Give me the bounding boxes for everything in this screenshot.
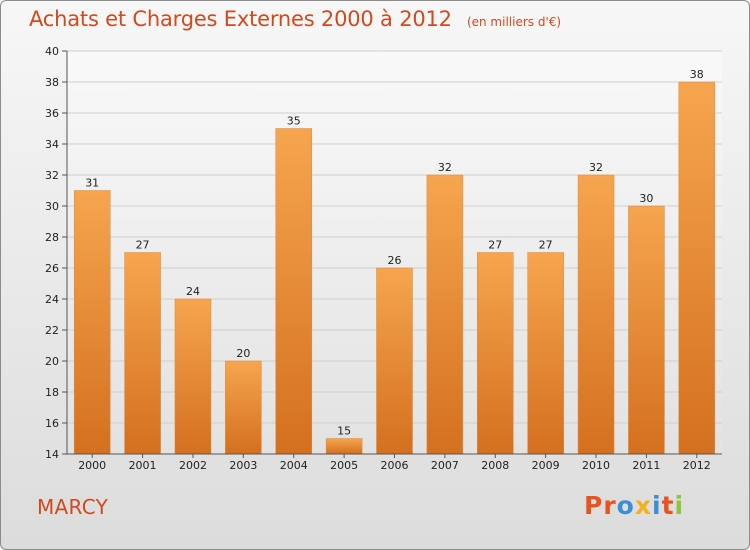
data-label: 15 xyxy=(337,425,351,438)
x-tick-label: 2000 xyxy=(78,459,106,472)
logo-letter: t xyxy=(661,491,675,520)
bar-2000 xyxy=(73,190,111,455)
x-tick-label: 2005 xyxy=(330,459,358,472)
data-label: 31 xyxy=(85,177,99,190)
y-tick-label: 26 xyxy=(45,262,59,275)
logo-letter: i xyxy=(652,491,662,520)
y-tick-label: 20 xyxy=(45,355,59,368)
x-tick-label: 2009 xyxy=(532,459,560,472)
x-tick-label: 2006 xyxy=(381,459,409,472)
data-labels: 31 27 24 20 35 15 26 32 27 27 32 30 38 xyxy=(85,68,704,438)
x-tick-label: 2010 xyxy=(582,459,610,472)
x-tick-label: 2004 xyxy=(280,459,308,472)
chart-title-block: Achats et Charges Externes 2000 à 2012 (… xyxy=(29,7,561,31)
bar-2005 xyxy=(325,438,363,455)
axes: 14 16 18 20 22 24 26 28 30 32 34 36 38 40 2000 2001 2002… xyxy=(45,45,722,472)
bars xyxy=(73,81,716,455)
y-tick-label: 28 xyxy=(45,231,59,244)
bar-2010 xyxy=(577,174,615,455)
y-tick-label: 16 xyxy=(45,417,59,430)
bar-2002 xyxy=(174,298,212,455)
x-tick-label: 2001 xyxy=(129,459,157,472)
chart-unit-note: (en milliers d'€) xyxy=(466,15,562,29)
y-tick-label: 14 xyxy=(45,448,59,461)
bar-2009 xyxy=(527,252,564,455)
bar-2012 xyxy=(678,81,716,455)
bar-2001 xyxy=(124,252,161,455)
y-tick-label: 18 xyxy=(45,386,59,399)
bar-2007 xyxy=(426,174,464,455)
y-tick-label: 32 xyxy=(45,169,59,182)
x-tick-label: 2012 xyxy=(683,459,711,472)
logo-letter: o xyxy=(616,491,635,520)
data-label: 24 xyxy=(186,285,200,298)
y-tick-label: 30 xyxy=(45,200,59,213)
bar-2006 xyxy=(376,267,413,455)
data-label: 20 xyxy=(236,347,250,360)
data-label: 35 xyxy=(287,115,301,128)
y-tick-label: 40 xyxy=(45,45,59,58)
y-tick-label: 36 xyxy=(45,107,59,120)
x-tick-label: 2007 xyxy=(431,459,459,472)
data-label: 27 xyxy=(136,239,150,252)
data-label: 27 xyxy=(488,239,502,252)
y-tick-label: 38 xyxy=(45,76,59,89)
data-label: 26 xyxy=(388,254,402,267)
bar-2004 xyxy=(275,128,312,455)
data-label: 30 xyxy=(639,192,653,205)
bar-2011 xyxy=(628,205,665,455)
y-tick-label: 22 xyxy=(45,324,59,337)
x-tick-label: 2011 xyxy=(632,459,660,472)
bar-2003 xyxy=(225,360,262,455)
data-label: 27 xyxy=(539,239,553,252)
data-label: 32 xyxy=(438,161,452,174)
bar-2008 xyxy=(477,252,514,455)
logo-letter: x xyxy=(634,491,652,520)
chart-title: Achats et Charges Externes 2000 à 2012 xyxy=(29,7,452,31)
logo-letter: i xyxy=(674,491,685,520)
commune-name: MARCY xyxy=(37,495,109,519)
x-tick-label: 2002 xyxy=(179,459,207,472)
data-label: 38 xyxy=(690,68,704,81)
y-tick-label: 34 xyxy=(45,138,59,151)
logo-letter: P xyxy=(584,491,604,520)
data-label: 32 xyxy=(589,161,603,174)
y-tick-label: 24 xyxy=(45,293,59,306)
x-tick-label: 2003 xyxy=(229,459,257,472)
logo-letter: r xyxy=(603,491,617,520)
x-tick-label: 2008 xyxy=(481,459,509,472)
proxiti-logo: Proxiti xyxy=(584,491,684,520)
